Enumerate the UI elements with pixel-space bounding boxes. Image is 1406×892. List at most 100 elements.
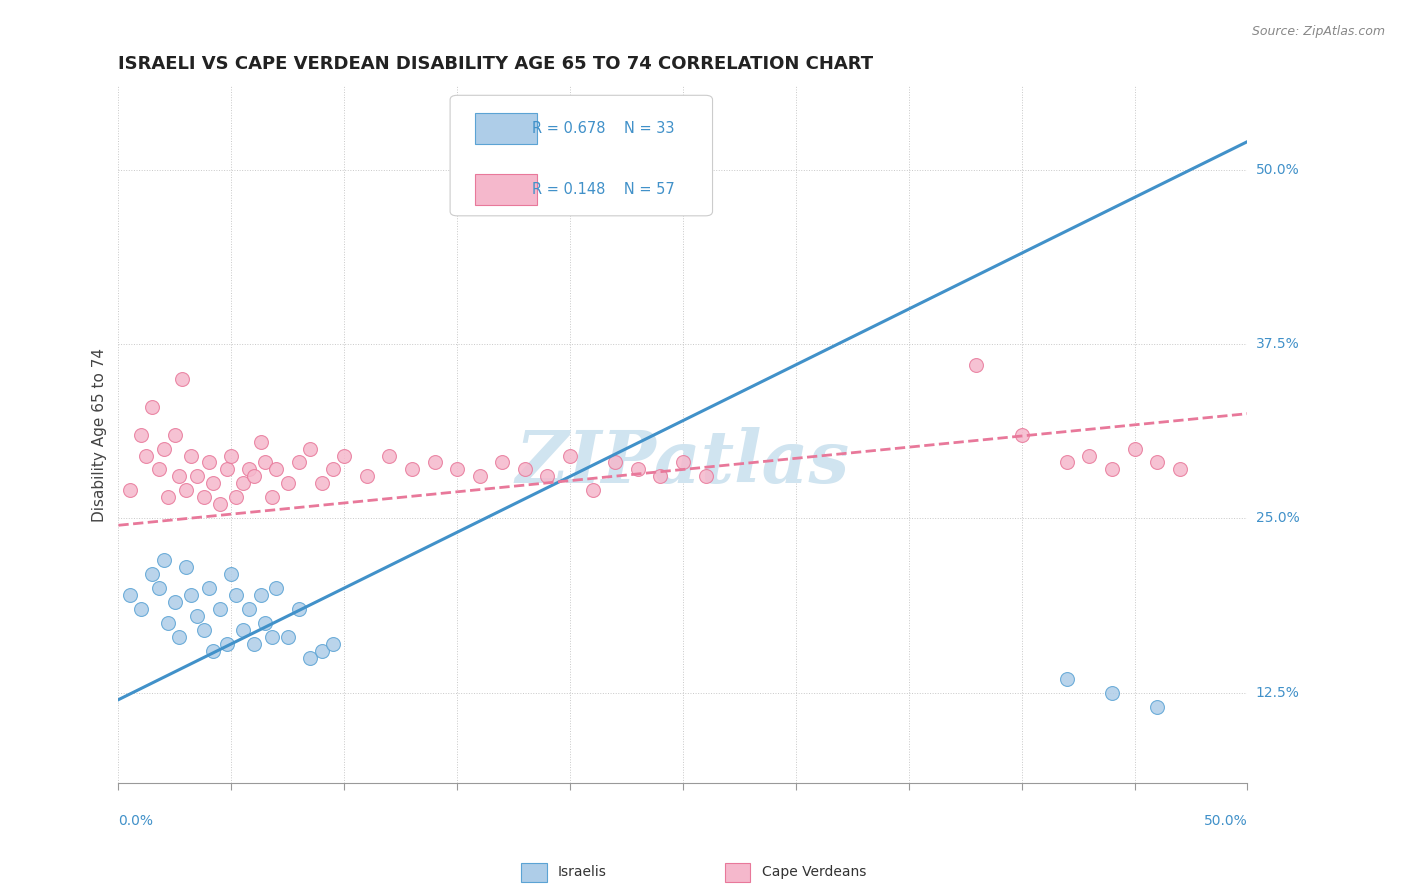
Point	[254, 615, 277, 630]
Point	[401, 462, 423, 476]
Point	[148, 462, 170, 476]
Point	[627, 462, 650, 476]
Point	[225, 491, 247, 505]
Point	[215, 637, 238, 651]
Point	[288, 602, 311, 616]
Point	[1146, 455, 1168, 469]
Point	[1056, 672, 1078, 686]
Point	[238, 462, 260, 476]
Point	[209, 497, 232, 511]
Point	[152, 442, 174, 456]
Point	[322, 462, 344, 476]
Text: Israelis: Israelis	[558, 865, 606, 880]
Point	[260, 630, 283, 644]
Point	[202, 476, 225, 491]
Point	[695, 469, 717, 483]
Text: R = 0.678    N = 33: R = 0.678 N = 33	[531, 121, 673, 136]
Point	[135, 449, 157, 463]
Point	[468, 469, 491, 483]
Point	[157, 491, 180, 505]
Y-axis label: Disability Age 65 to 74: Disability Age 65 to 74	[93, 348, 107, 522]
Point	[129, 427, 152, 442]
Point	[1101, 686, 1123, 700]
Point	[491, 455, 513, 469]
Text: ZIPatlas: ZIPatlas	[516, 427, 851, 498]
Point	[163, 427, 186, 442]
Point	[423, 455, 446, 469]
Point	[238, 602, 260, 616]
Point	[1078, 449, 1101, 463]
Point	[558, 449, 581, 463]
Point	[180, 449, 202, 463]
Text: 50.0%: 50.0%	[1256, 162, 1299, 177]
Point	[141, 400, 163, 414]
Point	[356, 469, 378, 483]
Point	[141, 567, 163, 582]
Point	[118, 588, 141, 602]
Point	[277, 476, 299, 491]
Point	[254, 455, 277, 469]
Point	[965, 358, 987, 372]
Point	[209, 602, 232, 616]
Point	[163, 595, 186, 609]
Point	[148, 581, 170, 595]
Point	[1101, 462, 1123, 476]
Point	[311, 476, 333, 491]
Point	[157, 615, 180, 630]
Text: 37.5%: 37.5%	[1256, 337, 1299, 351]
Point	[322, 637, 344, 651]
Point	[266, 462, 288, 476]
Point	[174, 483, 197, 498]
Point	[243, 469, 266, 483]
Point	[311, 644, 333, 658]
Point	[299, 442, 322, 456]
Text: Source: ZipAtlas.com: Source: ZipAtlas.com	[1251, 25, 1385, 38]
Text: Cape Verdeans: Cape Verdeans	[762, 865, 866, 880]
Point	[1123, 442, 1146, 456]
Point	[650, 469, 672, 483]
Point	[197, 455, 219, 469]
Point	[260, 491, 283, 505]
Point	[202, 644, 225, 658]
Point	[186, 609, 208, 624]
Point	[605, 455, 627, 469]
Text: ISRAELI VS CAPE VERDEAN DISABILITY AGE 65 TO 74 CORRELATION CHART: ISRAELI VS CAPE VERDEAN DISABILITY AGE 6…	[118, 55, 873, 73]
Point	[118, 483, 141, 498]
Point	[299, 650, 322, 665]
Text: 50.0%: 50.0%	[1204, 814, 1247, 828]
Point	[513, 462, 536, 476]
Point	[1168, 462, 1191, 476]
Point	[1146, 699, 1168, 714]
Point	[193, 623, 215, 637]
Point	[174, 560, 197, 574]
Point	[333, 449, 356, 463]
Point	[152, 553, 174, 567]
Point	[215, 462, 238, 476]
Point	[378, 449, 401, 463]
Text: 0.0%: 0.0%	[118, 814, 153, 828]
Point	[581, 483, 603, 498]
Point	[169, 469, 191, 483]
Point	[221, 567, 243, 582]
Point	[129, 602, 152, 616]
Text: 25.0%: 25.0%	[1256, 511, 1299, 525]
Point	[232, 476, 254, 491]
Point	[536, 469, 558, 483]
Point	[197, 581, 219, 595]
Point	[266, 581, 288, 595]
Text: 12.5%: 12.5%	[1256, 686, 1299, 699]
Point	[225, 588, 247, 602]
Point	[1056, 455, 1078, 469]
Point	[249, 434, 271, 449]
Point	[288, 455, 311, 469]
Point	[193, 491, 215, 505]
Point	[170, 372, 193, 386]
Point	[277, 630, 299, 644]
Point	[186, 469, 208, 483]
Point	[221, 449, 243, 463]
Point	[180, 588, 202, 602]
Point	[446, 462, 468, 476]
Point	[243, 637, 266, 651]
Point	[672, 455, 695, 469]
Point	[1011, 427, 1033, 442]
